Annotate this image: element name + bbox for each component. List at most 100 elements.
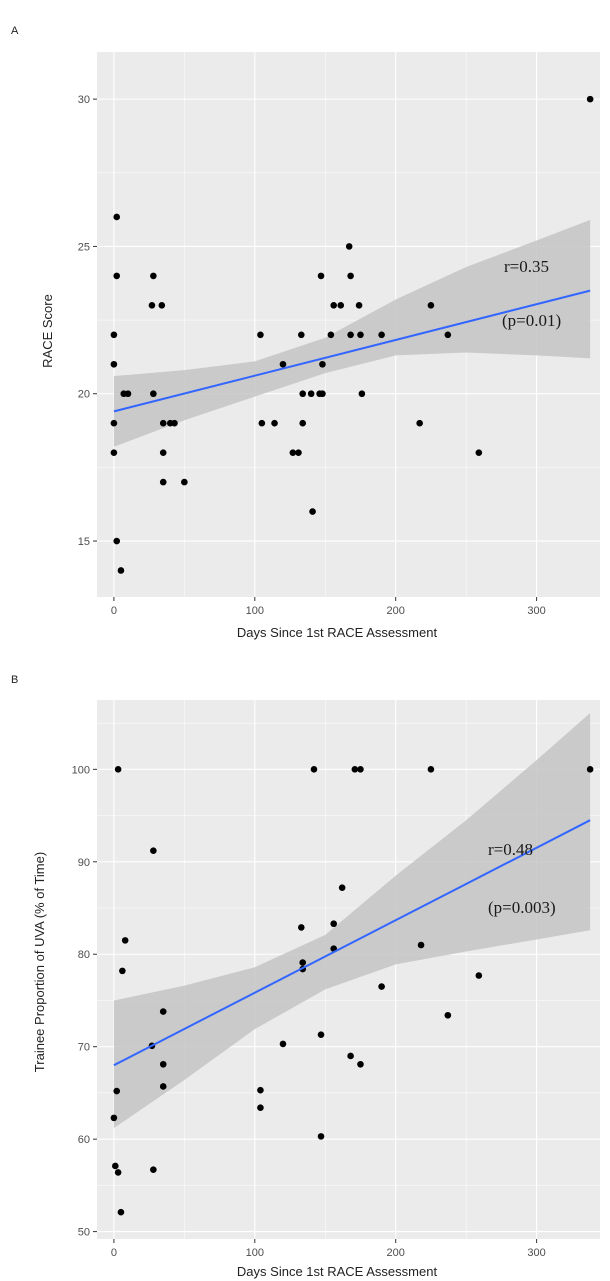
panel-b-correlation-label: r=0.48	[488, 840, 533, 859]
panel-b-data-point	[297, 924, 305, 931]
panel-a-data-point	[327, 331, 335, 339]
panel-a-data-point	[171, 419, 178, 427]
panel-b-x-axis-title: Days Since 1st RACE Assessment	[237, 1264, 438, 1279]
panel-a-data-point	[271, 419, 278, 427]
panel-a-data-point	[355, 302, 363, 309]
panel-b-data-point	[112, 1162, 119, 1170]
panel-a-data-point	[150, 272, 157, 280]
panel-a-data-point	[299, 419, 307, 427]
panel-b-x-tick-label: 200	[387, 1247, 405, 1259]
panel-a-x-axis-title: Days Since 1st RACE Assessment	[237, 625, 438, 640]
panel-a-regression-line	[113, 289, 591, 413]
panel-b-data-point	[114, 1169, 122, 1176]
panel-b-data-point	[417, 941, 425, 949]
panel-a-data-point	[113, 272, 121, 280]
panel-a-data-point	[110, 419, 118, 427]
panel-a-data-point	[110, 331, 118, 339]
panel-b-data-point	[150, 847, 157, 854]
panel-b-data-point	[150, 1166, 157, 1173]
panel-a-data-point	[444, 331, 452, 339]
panel-a-x-tick-label: 100	[246, 605, 264, 617]
panel-b-x-tick-label: 300	[527, 1247, 545, 1259]
panel-b-data-point	[378, 983, 385, 990]
panel-a-y-tick-label: 30	[78, 94, 90, 106]
panel-a-data-point	[309, 508, 316, 515]
panel-b-data-point	[317, 1133, 325, 1140]
panel-a-data-point	[181, 478, 188, 486]
panel-a-data-point	[297, 331, 305, 339]
panel-a-x-tick-label: 300	[527, 605, 545, 617]
panel-a-data-point	[416, 419, 423, 427]
panel-b-data-point	[257, 1086, 264, 1094]
panel-b-data-point	[121, 937, 129, 944]
panel-b-data-point	[330, 920, 338, 928]
panel-a-data-point	[427, 302, 435, 309]
panel-a-data-point	[158, 302, 166, 309]
panel-a-data-point	[110, 360, 118, 368]
panel-a-data-point	[586, 95, 594, 103]
panel-a-data-point	[307, 390, 315, 398]
panel-a-y-axis-title: RACE Score	[40, 294, 55, 368]
panel-b-y-tick-label: 50	[78, 1227, 90, 1239]
panel-b-data-point	[159, 1060, 167, 1068]
panel-b-data-point	[113, 1087, 121, 1095]
panel-a-data-point	[330, 302, 338, 309]
panel-b-data-point	[159, 1083, 167, 1090]
panel-a-p-value-label: (p=0.01)	[502, 311, 561, 330]
panel-b-data-point	[159, 1008, 167, 1015]
panel-b-x-tick-label: 0	[111, 1247, 117, 1259]
panel-a-data-point	[357, 331, 364, 339]
panel-b-y-tick-label: 60	[78, 1134, 90, 1146]
panel-a-y-tick-label: 25	[78, 241, 90, 253]
panel-a-data-point	[148, 302, 156, 309]
panel-a-x-tick-label: 200	[387, 605, 405, 617]
panel-b-data-point	[586, 766, 594, 773]
panel-a-letter: A	[11, 25, 19, 37]
panel-a-data-point	[110, 449, 118, 456]
panel-b-data-point	[351, 766, 359, 773]
panel-b-data-point	[357, 1060, 364, 1068]
panel-a-data-point	[358, 390, 366, 398]
panel-a-data-point	[159, 419, 167, 427]
panel-a-y-tick-label: 20	[78, 389, 90, 401]
panel-b-y-tick-label: 80	[78, 949, 90, 961]
panel-a-correlation-label: r=0.35	[504, 257, 549, 276]
panel-b-data-point	[110, 1114, 118, 1122]
panel-a-y-tick-label: 15	[78, 536, 90, 548]
panel-b-data-point	[299, 959, 307, 966]
panel-a-data-point	[159, 478, 167, 486]
panel-b-data-point	[475, 972, 483, 979]
panel-a: A 0 100 200 300 15 20 25 30 Days Since 1st RACE…	[11, 25, 600, 640]
panel-b-y-tick-label: 90	[78, 857, 90, 869]
panel-a-data-point	[345, 243, 353, 250]
panel-b-data-point	[257, 1104, 264, 1112]
panel-b-data-point	[444, 1011, 452, 1019]
panel-a-x-tick-label: 0	[111, 605, 117, 617]
panel-a-data-point	[150, 390, 157, 398]
panel-b-data-point	[279, 1040, 287, 1048]
panel-a-data-point	[378, 331, 385, 339]
panel-a-data-point	[295, 449, 302, 456]
panel-b-letter: B	[11, 674, 18, 686]
panel-b-x-tick-label: 100	[246, 1247, 264, 1259]
panel-b-data-point	[338, 884, 346, 891]
panel-b-data-point	[114, 766, 122, 773]
panel-a-data-point	[257, 331, 264, 339]
panel-a-data-point	[289, 449, 297, 456]
panel-b-data-point	[310, 766, 318, 773]
panel-a-data-point	[319, 360, 326, 368]
panel-a-data-point	[319, 390, 326, 398]
panel-b-regression-line	[113, 819, 591, 1067]
panel-b-y-axis-title: Trainee Proportion of UVA (% of Time)	[32, 852, 47, 1072]
panel-b-y-tick-label: 70	[78, 1042, 90, 1054]
panel-a-data-point	[347, 331, 354, 339]
panel-b-p-value-label: (p=0.003)	[488, 898, 556, 917]
panel-a-data-point	[317, 272, 325, 280]
panel-a-data-point	[279, 360, 287, 368]
panel-b-data-point	[357, 766, 364, 773]
panel-a-data-point	[159, 449, 167, 456]
panel-b-data-point	[347, 1052, 354, 1060]
panel-b-y-tick-label: 100	[72, 764, 90, 776]
panel-b-confidence-band	[113, 712, 591, 1129]
